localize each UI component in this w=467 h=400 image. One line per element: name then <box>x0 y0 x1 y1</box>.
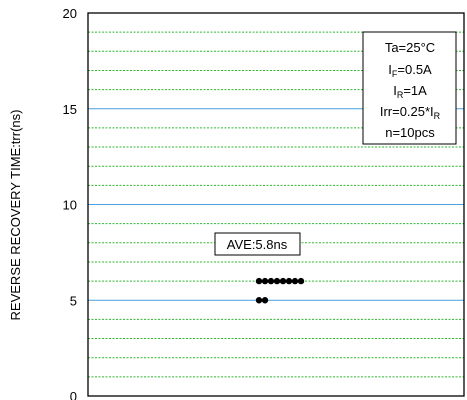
y-tick-label: 20 <box>63 6 77 21</box>
data-points <box>255 277 305 304</box>
y-tick-label: 10 <box>63 198 77 213</box>
y-tick-label: 5 <box>70 293 77 308</box>
data-point <box>255 277 263 285</box>
average-label: AVE:5.8ns <box>227 237 288 252</box>
data-point <box>285 277 293 285</box>
y-tick-label: 15 <box>63 102 77 117</box>
data-point <box>291 277 299 285</box>
y-tick-label: 0 <box>70 389 77 400</box>
data-point <box>267 277 275 285</box>
condition-if: IF=0.5A <box>388 62 432 79</box>
y-tick-labels: 0 5 10 15 20 <box>63 6 77 400</box>
plot-area-frame <box>87 12 465 397</box>
data-point <box>273 277 281 285</box>
condition-irr: Irr=0.25*IR <box>380 104 441 121</box>
data-point <box>261 297 269 304</box>
condition-n: n=10pcs <box>385 125 435 140</box>
condition-ir: IR=1A <box>393 83 427 100</box>
data-point <box>297 277 305 285</box>
condition-ta: Ta=25°C <box>385 40 435 55</box>
data-point <box>279 277 287 285</box>
data-point <box>255 297 263 304</box>
grid-lines <box>88 31 464 378</box>
average-annotation: AVE:5.8ns <box>214 232 301 256</box>
data-point <box>261 277 269 285</box>
y-axis-label: REVERSE RECOVERY TIME:trr(ns) <box>8 110 23 321</box>
conditions-box: Ta=25°C IF=0.5A IR=1A Irr=0.25*IR n=10pc… <box>362 31 457 145</box>
